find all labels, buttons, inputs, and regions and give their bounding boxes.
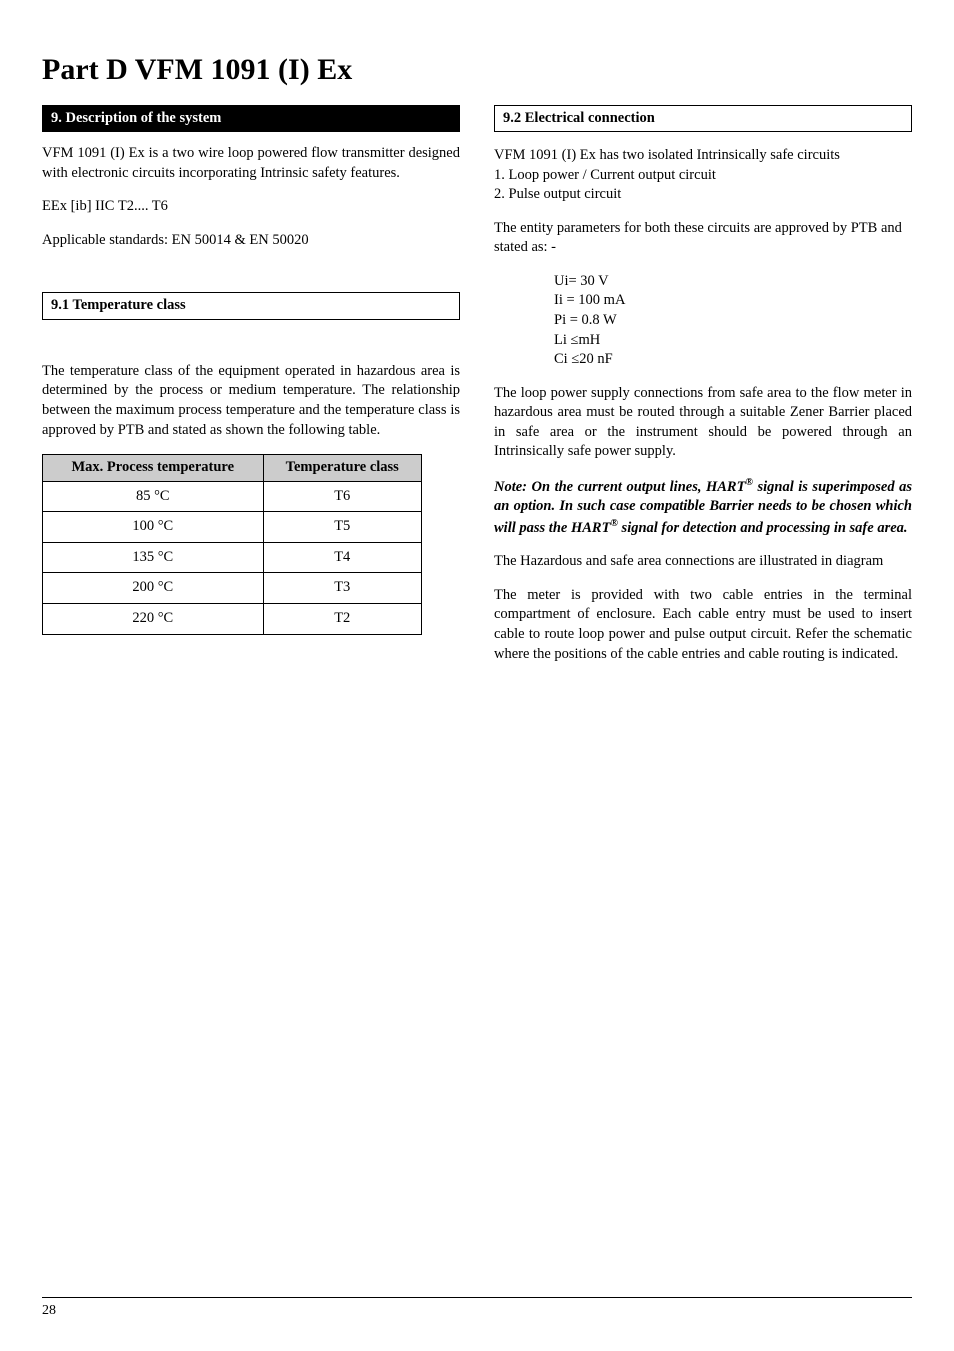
table-cell: T2 — [263, 603, 422, 634]
section-9-2-intro: VFM 1091 (I) Ex has two isolated Intrins… — [494, 146, 912, 166]
section-9-2-intro-block: VFM 1091 (I) Ex has two isolated Intrins… — [494, 146, 912, 205]
registered-icon: ® — [745, 477, 752, 488]
section-9-2-li1: 1. Loop power / Current output circuit — [494, 166, 912, 186]
table-cell: 100 °C — [43, 512, 264, 543]
table-header-col1: Max. Process temperature — [43, 455, 264, 482]
section-9-p3: Applicable standards: EN 50014 & EN 5002… — [42, 231, 460, 251]
table-cell: T6 — [263, 481, 422, 512]
entity-ci: Ci ≤20 nF — [554, 350, 912, 370]
temperature-class-table: Max. Process temperature Temperature cla… — [42, 454, 422, 634]
section-9-p1: VFM 1091 (I) Ex is a two wire loop power… — [42, 144, 460, 183]
table-cell: T5 — [263, 512, 422, 543]
page-title: Part D VFM 1091 (I) Ex — [42, 50, 912, 91]
right-column: 9.2 Electrical connection VFM 1091 (I) E… — [494, 105, 912, 679]
table-cell: 135 °C — [43, 542, 264, 573]
section-9-1-p1: The temperature class of the equipment o… — [42, 362, 460, 440]
page-number: 28 — [42, 1302, 912, 1321]
table-cell: 200 °C — [43, 573, 264, 604]
table-cell: 220 °C — [43, 603, 264, 634]
registered-icon: ® — [610, 518, 617, 529]
section-9-header: 9. Description of the system — [42, 105, 460, 133]
table-header-row: Max. Process temperature Temperature cla… — [43, 455, 422, 482]
section-9-2-header: 9.2 Electrical connection — [494, 105, 912, 133]
section-9-2-entity-intro: The entity parameters for both these cir… — [494, 219, 912, 258]
entity-pi: Pi = 0.8 W — [554, 311, 912, 331]
left-column: 9. Description of the system VFM 1091 (I… — [42, 105, 460, 679]
entity-ii: Ii = 100 mA — [554, 291, 912, 311]
section-9-2-diagram: The Hazardous and safe area connections … — [494, 552, 912, 572]
section-9-p2: EEx [ib] IIC T2.... T6 — [42, 197, 460, 217]
section-9-2-li2: 2. Pulse output circuit — [494, 185, 912, 205]
entity-parameters: Ui= 30 V Ii = 100 mA Pi = 0.8 W Li ≤mH C… — [554, 272, 912, 370]
section-9-1-header: 9.1 Temperature class — [42, 292, 460, 320]
table-row: 85 °C T6 — [43, 481, 422, 512]
table-row: 220 °C T2 — [43, 603, 422, 634]
table-header-col2: Temperature class — [263, 455, 422, 482]
entity-li: Li ≤mH — [554, 331, 912, 351]
section-9-2-cable: The meter is provided with two cable ent… — [494, 586, 912, 664]
table-row: 200 °C T3 — [43, 573, 422, 604]
footer-rule — [42, 1297, 912, 1298]
table-cell: 85 °C — [43, 481, 264, 512]
entity-ui: Ui= 30 V — [554, 272, 912, 292]
table-row: 135 °C T4 — [43, 542, 422, 573]
table-row: 100 °C T5 — [43, 512, 422, 543]
two-column-layout: 9. Description of the system VFM 1091 (I… — [42, 105, 912, 679]
table-cell: T4 — [263, 542, 422, 573]
section-9-2-note: Note: On the current output lines, HART®… — [494, 476, 912, 538]
section-9-2-loop: The loop power supply connections from s… — [494, 384, 912, 462]
note-text-pre: Note: On the current output lines, HART — [494, 479, 745, 495]
page-footer: 28 — [42, 1297, 912, 1321]
note-text-post: signal for detection and processing in s… — [618, 520, 908, 536]
table-cell: T3 — [263, 573, 422, 604]
